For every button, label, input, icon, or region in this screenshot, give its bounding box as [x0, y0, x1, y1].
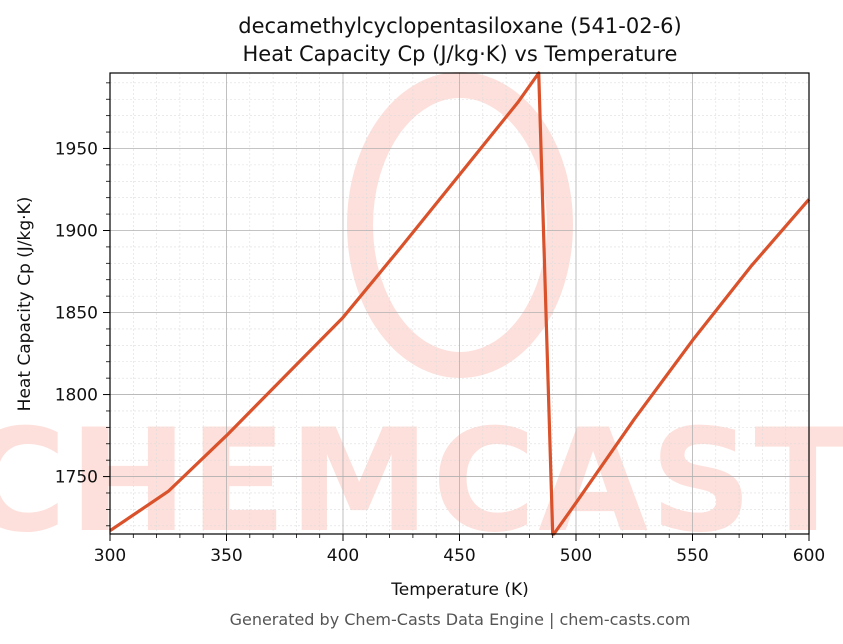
y-tick-label: 1850 [55, 304, 98, 324]
chart-subtitle: Heat Capacity Cp (J/kg·K) vs Temperature [243, 42, 678, 66]
tick-labels: 300 350 400 450 500 550 600 1750 1800 1850 1900 195… [55, 139, 825, 566]
y-tick-label: 1900 [55, 221, 98, 241]
y-tick-label: 1800 [55, 386, 98, 406]
axis-ticks [103, 82, 810, 541]
y-axis-label: Heat Capacity Cp (J/kg·K) [15, 197, 35, 412]
x-tick-label: 300 [94, 546, 126, 566]
y-tick-label: 1950 [55, 139, 98, 159]
x-tick-label: 350 [210, 546, 242, 566]
watermark-logo: CHEMCASTS [0, 72, 843, 564]
footer-credit: Generated by Chem-Casts Data Engine | ch… [230, 610, 691, 629]
major-grid [110, 73, 809, 534]
x-tick-label: 450 [443, 546, 475, 566]
x-tick-label: 500 [560, 546, 592, 566]
chart-title: decamethylcyclopentasiloxane (541-02-6) [238, 14, 681, 38]
x-tick-label: 550 [676, 546, 708, 566]
x-tick-label: 600 [793, 546, 825, 566]
x-tick-label: 400 [327, 546, 359, 566]
series-line [109, 71, 811, 536]
y-tick-label: 1750 [55, 468, 98, 488]
x-axis-label: Temperature (K) [390, 580, 529, 600]
watermark-text: CHEMCASTS [0, 399, 843, 564]
